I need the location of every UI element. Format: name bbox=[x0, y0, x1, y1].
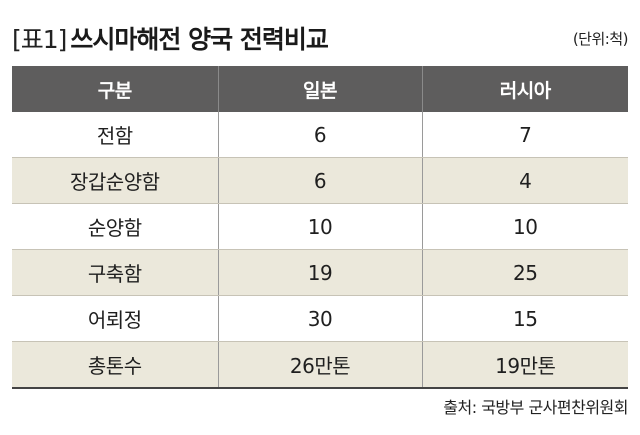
japan-value: 26만톤 bbox=[217, 341, 422, 389]
russia-value: 25 bbox=[421, 249, 628, 296]
russia-value: 15 bbox=[421, 295, 628, 342]
russia-value: 7 bbox=[421, 112, 628, 158]
source-note: 출처: 국방부 군사편찬위원회 bbox=[443, 398, 628, 417]
table-row: 전함 6 7 bbox=[12, 112, 628, 158]
row-label: 장갑순양함 bbox=[12, 157, 218, 204]
japan-value: 30 bbox=[217, 295, 422, 342]
table-header-row: 구분 일본 러시아 bbox=[12, 66, 628, 112]
russia-value: 19만톤 bbox=[421, 341, 628, 389]
table-row: 구축함 19 25 bbox=[12, 249, 628, 296]
header-category: 구분 bbox=[12, 66, 218, 112]
title-row: [표1] 쓰시마해전 양국 전력비교 (단위:척) bbox=[12, 16, 629, 60]
comparison-table: 구분 일본 러시아 전함 6 7 장갑순양함 6 4 순양함 10 10 구축함… bbox=[12, 66, 628, 389]
header-russia: 러시아 bbox=[421, 66, 628, 112]
russia-value: 10 bbox=[421, 203, 628, 250]
japan-value: 19 bbox=[217, 249, 422, 296]
row-label: 구축함 bbox=[12, 249, 218, 296]
unit-label: (단위:척) bbox=[572, 30, 629, 48]
table-row: 순양함 10 10 bbox=[12, 203, 628, 250]
japan-value: 10 bbox=[217, 203, 422, 250]
table-title-text: 쓰시마해전 양국 전력비교 bbox=[70, 25, 328, 54]
japan-value: 6 bbox=[217, 157, 422, 204]
row-label: 어뢰정 bbox=[12, 295, 218, 342]
row-label: 총톤수 bbox=[12, 341, 218, 389]
table-row-total: 총톤수 26만톤 19만톤 bbox=[12, 341, 628, 389]
table-title: [표1] 쓰시마해전 양국 전력비교 bbox=[12, 20, 329, 56]
header-japan: 일본 bbox=[217, 66, 422, 112]
japan-value: 6 bbox=[217, 112, 422, 158]
row-label: 전함 bbox=[12, 112, 218, 158]
row-label: 순양함 bbox=[12, 203, 218, 250]
table-row: 어뢰정 30 15 bbox=[12, 295, 628, 342]
russia-value: 4 bbox=[421, 157, 628, 204]
table-number: [표1] bbox=[12, 25, 67, 54]
table-row: 장갑순양함 6 4 bbox=[12, 157, 628, 204]
